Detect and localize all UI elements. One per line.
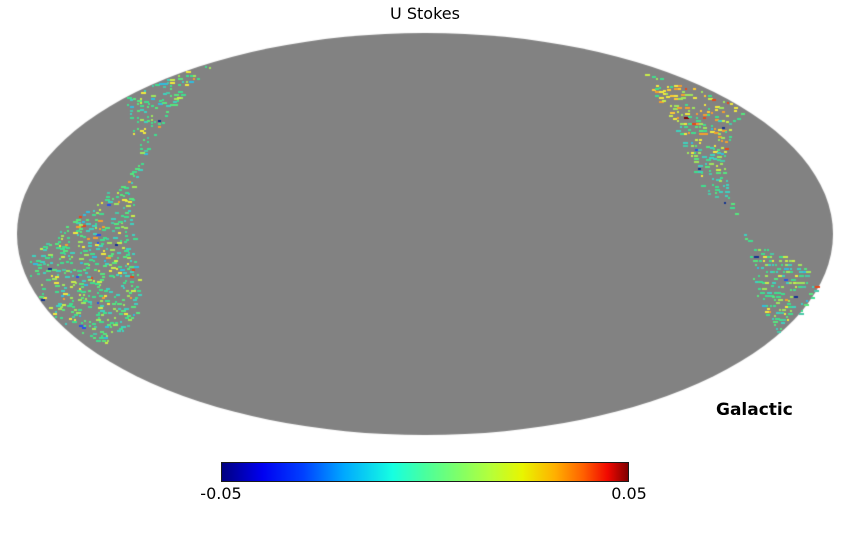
colorbar-max-label: 0.05 <box>611 484 647 503</box>
colorbar <box>221 462 629 482</box>
coordinate-system-label: Galactic <box>716 400 793 420</box>
figure-title: U Stokes <box>390 4 460 23</box>
colorbar-min-label: -0.05 <box>200 484 242 503</box>
